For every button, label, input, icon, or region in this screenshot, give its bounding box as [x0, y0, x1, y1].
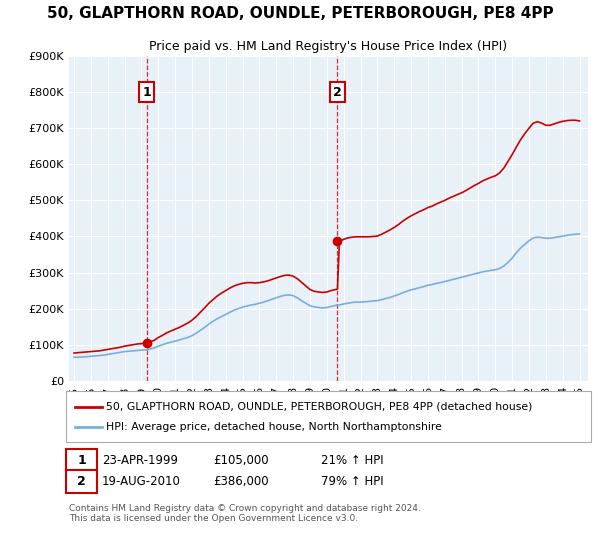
- Text: HPI: Average price, detached house, North Northamptonshire: HPI: Average price, detached house, Nort…: [106, 422, 442, 432]
- Text: £105,000: £105,000: [213, 454, 269, 467]
- Text: 50, GLAPTHORN ROAD, OUNDLE, PETERBOROUGH, PE8 4PP: 50, GLAPTHORN ROAD, OUNDLE, PETERBOROUGH…: [47, 6, 553, 21]
- Text: 21% ↑ HPI: 21% ↑ HPI: [321, 454, 383, 467]
- Text: 1: 1: [77, 454, 86, 467]
- Text: 2: 2: [333, 86, 342, 99]
- Text: Contains HM Land Registry data © Crown copyright and database right 2024.
This d: Contains HM Land Registry data © Crown c…: [69, 504, 421, 524]
- Text: 2: 2: [77, 475, 86, 488]
- Title: Price paid vs. HM Land Registry's House Price Index (HPI): Price paid vs. HM Land Registry's House …: [149, 40, 508, 53]
- Text: £386,000: £386,000: [213, 475, 269, 488]
- Text: 19-AUG-2010: 19-AUG-2010: [102, 475, 181, 488]
- Text: 23-APR-1999: 23-APR-1999: [102, 454, 178, 467]
- Text: 79% ↑ HPI: 79% ↑ HPI: [321, 475, 383, 488]
- Text: 1: 1: [142, 86, 151, 99]
- Text: 50, GLAPTHORN ROAD, OUNDLE, PETERBOROUGH, PE8 4PP (detached house): 50, GLAPTHORN ROAD, OUNDLE, PETERBOROUGH…: [106, 402, 533, 412]
